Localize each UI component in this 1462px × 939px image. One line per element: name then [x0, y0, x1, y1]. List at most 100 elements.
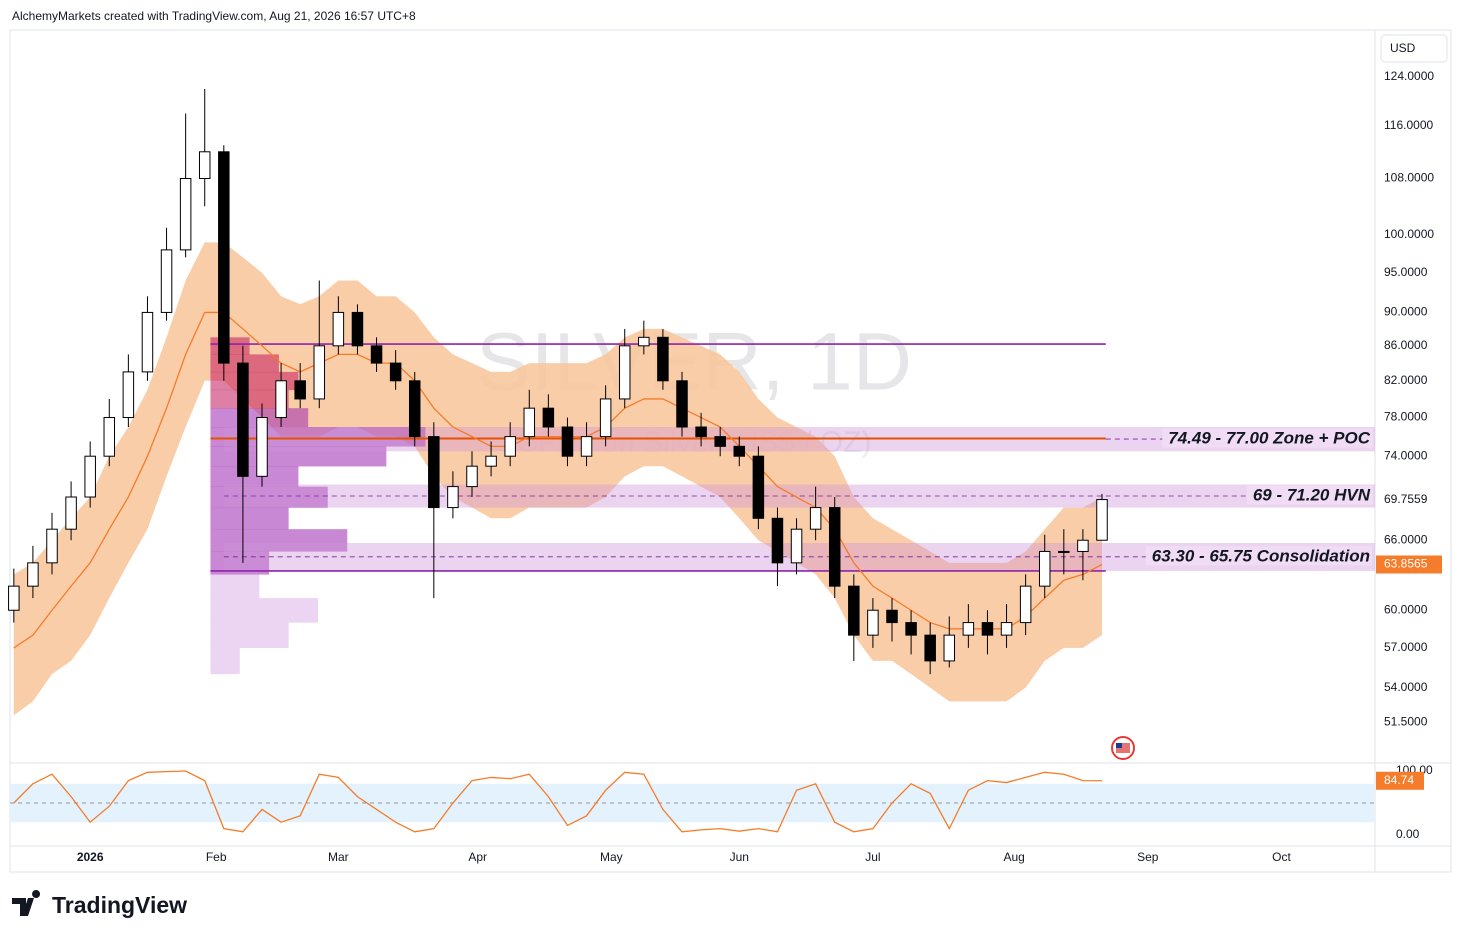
- candle-body: [179, 178, 192, 251]
- y-tick-label: 57.0000: [1384, 640, 1428, 654]
- candle-body: [599, 398, 612, 438]
- x-tick-label: Jul: [865, 850, 880, 864]
- volume-profile-bar: [210, 598, 318, 623]
- y-tick-label: 95.0000: [1384, 265, 1428, 279]
- candle-body: [943, 634, 956, 662]
- currency-button[interactable]: [1380, 34, 1448, 63]
- volume-profile-bar: [210, 337, 250, 355]
- osc-line: [13, 770, 1103, 833]
- y-tick-label: 90.0000: [1384, 305, 1428, 319]
- candle-body: [122, 371, 135, 419]
- candle-body: [676, 380, 688, 428]
- last-price-label: 69.7559: [1384, 492, 1428, 506]
- volume-profile-bar: [210, 574, 260, 599]
- candle-body: [523, 407, 536, 438]
- candle-body: [905, 622, 917, 636]
- zone-label: 69 - 71.20 HVN: [1253, 485, 1371, 504]
- candle-body: [408, 380, 421, 438]
- candle-body: [1019, 585, 1032, 624]
- volume-profile-bar: [210, 486, 328, 508]
- candle-body: [1096, 499, 1108, 541]
- credit: AlchemyMarkets created with TradingView.…: [12, 9, 416, 23]
- candle-body: [428, 436, 440, 509]
- candle-body: [848, 585, 860, 636]
- candle-body: [638, 336, 650, 347]
- ma-price-label: 63.8565: [1384, 557, 1428, 571]
- candle-body: [27, 562, 39, 587]
- y-tick-label: 86.0000: [1384, 338, 1428, 352]
- candle-body: [962, 622, 975, 636]
- y-tick-label: 54.0000: [1384, 680, 1428, 694]
- candle-body: [714, 436, 726, 447]
- candle-body: [218, 151, 230, 364]
- y-tick-label: 66.0000: [1384, 532, 1428, 546]
- volume-profile-bar: [210, 466, 299, 487]
- x-tick-label: Feb: [206, 850, 227, 864]
- y-tick-label: 51.5000: [1384, 715, 1428, 729]
- candle-body: [1077, 539, 1089, 552]
- candle-body: [733, 445, 746, 457]
- zone-label-bg: [1145, 546, 1372, 566]
- candle-body: [46, 528, 58, 564]
- osc-value-label: 84.74: [1384, 773, 1414, 787]
- candle-body: [790, 528, 803, 564]
- candle-body: [84, 455, 96, 498]
- x-tick-label: May: [600, 850, 623, 864]
- logo-text: TradingView: [52, 892, 187, 918]
- y-tick-label: 116.0000: [1384, 118, 1433, 132]
- x-tick-label: Sep: [1137, 850, 1159, 864]
- moving-average: [13, 311, 1103, 649]
- candle-body: [237, 362, 249, 477]
- osc-value-box: [1376, 771, 1424, 790]
- volume-profile-bar: [210, 389, 289, 409]
- x-tick-label: Jun: [730, 850, 749, 864]
- candle-body: [867, 609, 879, 636]
- candle-body: [924, 634, 936, 662]
- candle-body: [466, 465, 478, 488]
- candle-body: [256, 417, 268, 477]
- y-tick-label: 74.0000: [1384, 448, 1428, 462]
- candle-body: [580, 436, 593, 457]
- zone-label-bg: [1162, 428, 1373, 448]
- x-tick-label: Mar: [328, 850, 349, 864]
- flag-icon: [1111, 736, 1135, 760]
- zone-label: 63.30 - 65.75 Consolidation: [1152, 546, 1370, 565]
- x-tick-label: Aug: [1004, 850, 1025, 864]
- candle-body: [65, 496, 77, 530]
- ma-price-box: [1376, 555, 1442, 574]
- candle-body: [389, 362, 402, 382]
- y-tick-label: 100.0000: [1384, 227, 1434, 241]
- candle-body: [981, 622, 994, 636]
- y-tick-label: 124.0000: [1384, 69, 1434, 83]
- volume-profile-bar: [210, 446, 387, 467]
- volume-profile-bar: [210, 507, 289, 530]
- zone: [223, 484, 1376, 508]
- candle-body: [198, 151, 211, 180]
- candle-body: [103, 417, 116, 457]
- candle-body: [561, 426, 574, 457]
- candle-body: [313, 345, 326, 400]
- y-tick-label: 82.0000: [1384, 373, 1428, 387]
- candle-body: [886, 609, 898, 624]
- candle-body: [809, 507, 822, 530]
- candle-body: [351, 311, 364, 347]
- candle-body: [275, 380, 287, 419]
- candle-body: [294, 380, 306, 400]
- osc-tick-label: 0.00: [1396, 827, 1420, 841]
- currency: USD: [1390, 41, 1416, 55]
- y-tick-label: 108.0000: [1384, 171, 1434, 185]
- candle-body: [771, 517, 784, 564]
- frame: [9, 29, 1452, 873]
- candle-body: [695, 426, 707, 438]
- candle-body: [618, 345, 631, 400]
- envelope-band: [13, 242, 1102, 716]
- candle-body: [447, 486, 459, 509]
- x-tick-label: 2026: [77, 850, 104, 864]
- x-tick-label: Oct: [1272, 850, 1291, 864]
- candle-body: [542, 407, 555, 428]
- logo: TradingView: [12, 890, 187, 918]
- candle-body: [828, 507, 841, 587]
- candle-body: [1058, 550, 1070, 553]
- candle-body: [1000, 622, 1013, 636]
